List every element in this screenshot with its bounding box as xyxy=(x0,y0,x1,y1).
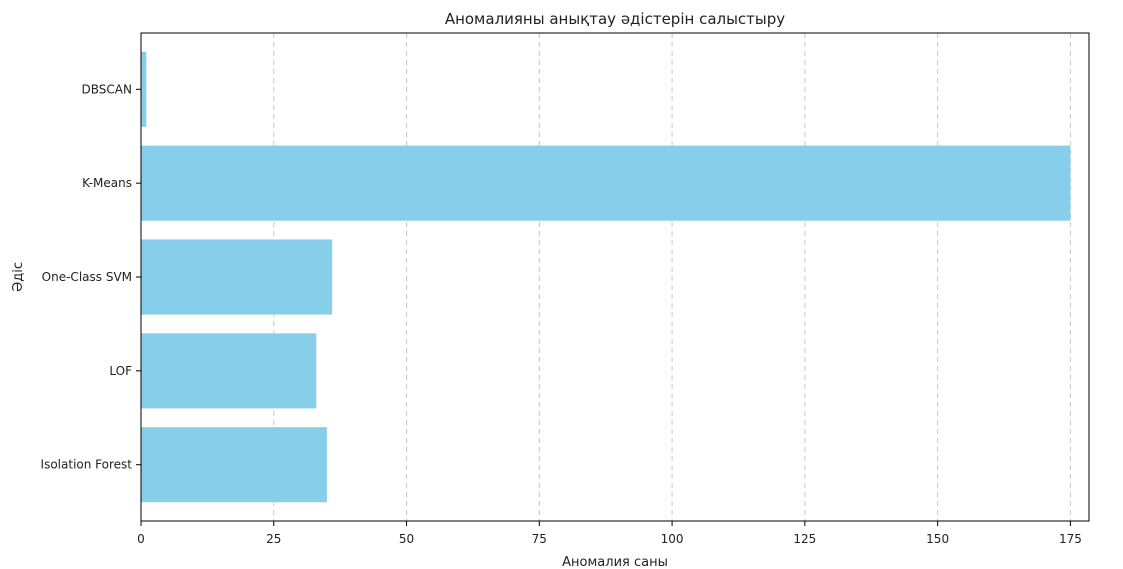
bar-k-means xyxy=(141,145,1071,221)
x-tick-label: 50 xyxy=(399,532,414,546)
y-tick-label: One-Class SVM xyxy=(42,270,132,284)
bar-one-class-svm xyxy=(141,239,333,315)
x-tick-label: 75 xyxy=(532,532,547,546)
x-tick-label: 150 xyxy=(926,532,949,546)
x-tick-label: 0 xyxy=(137,532,145,546)
x-axis-ticks: 0 25 50 75 100 125 150 175 xyxy=(137,521,1082,546)
x-tick-label: 125 xyxy=(793,532,816,546)
x-tick-label: 175 xyxy=(1059,532,1082,546)
y-axis-ticks: Isolation Forest LOF One-Class SVM K-Means D… xyxy=(41,82,141,472)
grid-lines xyxy=(140,33,1071,521)
y-tick-label: K-Means xyxy=(82,176,132,190)
y-tick-label: LOF xyxy=(109,364,132,378)
bar-isolation-forest xyxy=(141,427,327,503)
bars xyxy=(141,51,1071,503)
x-tick-label: 100 xyxy=(661,532,684,546)
y-tick-label: DBSCAN xyxy=(82,82,132,96)
x-tick-label: 25 xyxy=(266,532,281,546)
y-tick-label: Isolation Forest xyxy=(41,458,133,472)
chart-title: Аномалияны анықтау әдістерін салыстыру xyxy=(445,10,785,28)
bar-dbscan xyxy=(141,51,147,127)
bar-lof xyxy=(141,333,317,409)
y-axis-label: Әдіс xyxy=(11,262,26,292)
x-axis-label: Аномалия саны xyxy=(562,555,668,569)
